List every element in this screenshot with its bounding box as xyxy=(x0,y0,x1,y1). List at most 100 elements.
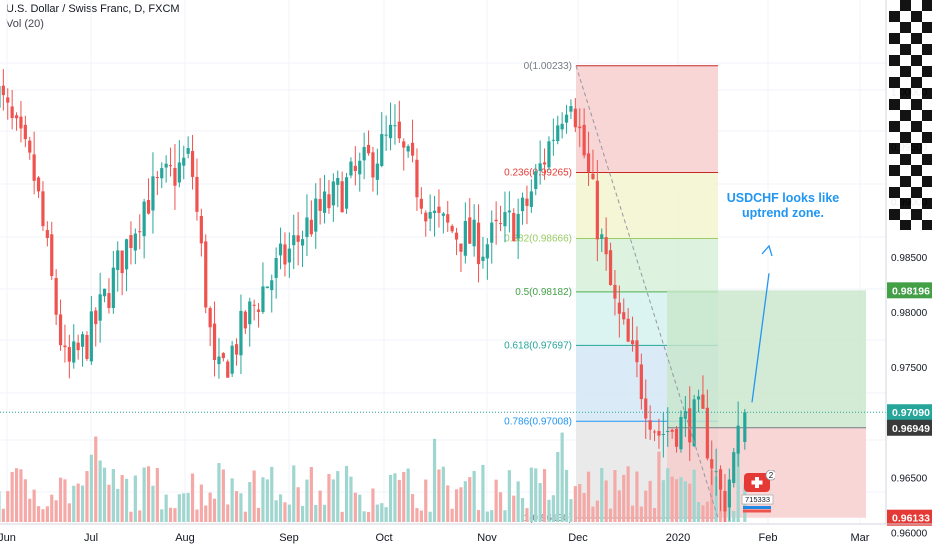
volume-bar xyxy=(432,438,437,522)
volume-bar xyxy=(138,510,142,522)
candle-body xyxy=(674,428,679,447)
volume-bar xyxy=(142,467,146,522)
volume-bar xyxy=(446,485,450,522)
candle-body xyxy=(151,176,155,211)
volume-bar xyxy=(239,493,243,522)
candle-body xyxy=(419,198,423,209)
candle-body xyxy=(670,429,674,432)
candle-body xyxy=(582,124,586,156)
candle-body xyxy=(639,364,643,400)
swiss-flag-icon: 2 715333 xyxy=(741,470,775,513)
volume-bar xyxy=(692,469,696,522)
candle-body xyxy=(274,258,278,278)
volume-indicator-label[interactable]: Vol (20) xyxy=(6,18,44,30)
candle-body xyxy=(76,342,80,351)
volume-bar xyxy=(353,492,357,522)
candle-body xyxy=(230,345,234,374)
candle-body xyxy=(371,152,375,178)
volume-bar xyxy=(76,483,80,522)
volume-bar xyxy=(595,500,599,522)
candle-body xyxy=(437,206,441,213)
candle-body xyxy=(146,199,151,214)
projection-arrow-line xyxy=(751,273,770,403)
candle-body xyxy=(652,431,657,433)
volume-bar xyxy=(318,490,322,522)
candle-body xyxy=(529,191,533,207)
chart-header: U.S. Dollar / Swiss Franc, D, FXCM Vol (… xyxy=(6,3,180,30)
candle-body xyxy=(468,217,472,244)
candle-body xyxy=(248,301,252,325)
candle-body xyxy=(331,181,335,206)
candle-body xyxy=(208,308,212,328)
volume-bar xyxy=(626,466,630,522)
candle-body xyxy=(19,116,23,129)
time-axis-tick: Feb xyxy=(759,532,778,544)
volume-bar xyxy=(415,508,419,522)
fib-level-label: 0.382(0.98666) xyxy=(504,234,572,245)
volume-bar xyxy=(639,506,643,522)
volume-bar xyxy=(173,508,177,522)
candle-body xyxy=(696,396,701,400)
volume-bar xyxy=(582,493,586,522)
volume-bar xyxy=(608,508,613,522)
price-tag-current xyxy=(887,404,932,421)
volume-bar xyxy=(256,507,261,522)
candle-body xyxy=(428,212,432,219)
candle-body xyxy=(450,225,454,232)
fib-zone xyxy=(576,172,718,239)
candle-body xyxy=(736,425,740,454)
volume-bar xyxy=(217,463,221,522)
volume-bar xyxy=(481,464,485,522)
volume-bar xyxy=(58,477,63,522)
time-axis-tick: Dec xyxy=(568,532,588,544)
volume-bar xyxy=(652,507,657,522)
volume-bar xyxy=(371,488,375,522)
candle-body xyxy=(512,212,516,242)
position-target-zone xyxy=(667,290,866,428)
volume-bar xyxy=(666,468,670,522)
candle-body xyxy=(116,250,120,270)
volume-bar xyxy=(1,508,5,522)
volume-bar xyxy=(397,479,401,522)
candle-body xyxy=(490,222,494,243)
volume-bar xyxy=(516,481,520,522)
volume-bar xyxy=(604,480,608,522)
candle-body xyxy=(507,210,511,213)
volume-bar xyxy=(393,473,397,522)
candle-body xyxy=(129,235,133,249)
candle-body xyxy=(591,173,595,180)
candle-body xyxy=(305,217,309,238)
candle-body xyxy=(182,157,186,166)
candle-body xyxy=(485,244,489,259)
flag-badge-count: 2 xyxy=(769,471,774,480)
volume-bar xyxy=(696,502,701,522)
candle-body xyxy=(45,230,49,239)
candle-body xyxy=(265,286,269,289)
time-axis-tick: Oct xyxy=(375,532,392,544)
candle-body xyxy=(190,150,195,177)
volume-bar xyxy=(146,466,151,522)
candle-body xyxy=(375,163,379,180)
projection-arrow-head xyxy=(761,244,773,257)
volume-bar xyxy=(683,481,687,522)
candle-body xyxy=(547,141,551,168)
volume-bar xyxy=(261,477,265,522)
volume-bar xyxy=(463,481,467,522)
volume-bar xyxy=(538,483,542,522)
trade-annotation: USDCHF looks like uptrend zone. xyxy=(722,191,844,221)
candle-body xyxy=(617,302,621,314)
volume-bar xyxy=(243,511,247,522)
volume-bar xyxy=(111,469,115,522)
price-tag-entry xyxy=(887,419,932,436)
candle-body xyxy=(239,310,243,356)
volume-bar xyxy=(556,451,560,522)
candle-body xyxy=(595,180,599,240)
volume-bar xyxy=(701,505,705,522)
volume-bar xyxy=(534,468,538,522)
candle-body xyxy=(6,97,10,103)
volume-bar xyxy=(406,468,410,522)
candle-body xyxy=(626,318,630,342)
candle-body xyxy=(564,114,569,123)
candle-body xyxy=(14,115,19,119)
